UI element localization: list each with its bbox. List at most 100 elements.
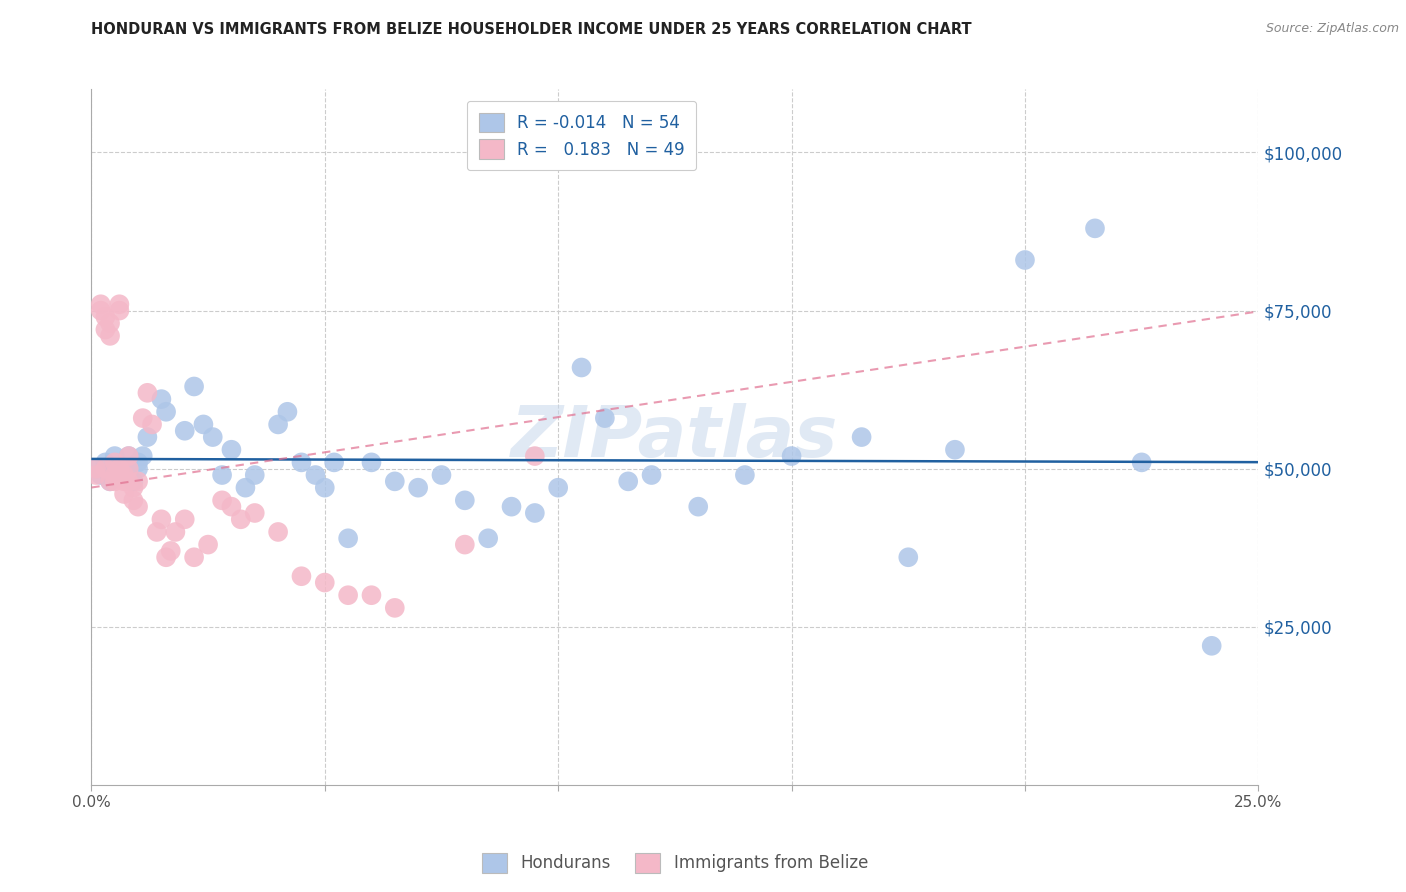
Point (112, 468, 135, 483)
Point (104, 468, 127, 483)
Point (780, 449, 803, 463)
Point (523, 449, 546, 463)
Point (108, 297, 131, 311)
Point (90, 297, 112, 311)
Point (108, 461, 131, 475)
Point (221, 500, 243, 514)
Point (94, 461, 117, 475)
Point (90, 468, 112, 483)
Point (108, 461, 131, 475)
Point (112, 468, 135, 483)
Point (323, 455, 346, 469)
Point (122, 481, 145, 495)
Point (1014, 252, 1036, 267)
Point (145, 524, 167, 539)
Point (211, 468, 233, 483)
Point (118, 449, 141, 463)
Point (193, 417, 215, 432)
Point (136, 385, 159, 400)
Point (118, 475, 141, 489)
Point (84, 461, 107, 475)
Point (1130, 455, 1153, 469)
Point (211, 493, 233, 508)
Point (290, 569, 312, 583)
Point (267, 417, 290, 432)
Point (136, 430, 159, 444)
Point (337, 531, 360, 545)
Point (104, 461, 127, 475)
Point (127, 475, 149, 489)
Point (276, 405, 298, 419)
Point (173, 512, 195, 526)
Point (104, 455, 127, 469)
Point (454, 538, 477, 552)
Point (173, 424, 195, 438)
Point (243, 506, 266, 520)
Point (640, 468, 662, 483)
Point (897, 550, 920, 565)
Point (84, 468, 107, 483)
Point (523, 506, 546, 520)
Point (165, 524, 187, 539)
Point (304, 468, 326, 483)
Point (98, 475, 121, 489)
Point (547, 481, 569, 495)
Point (406, 481, 429, 495)
Point (150, 512, 173, 526)
Point (593, 411, 616, 425)
Point (360, 588, 382, 602)
Point (314, 481, 336, 495)
Point (235, 481, 257, 495)
Point (360, 455, 382, 469)
Legend: Hondurans, Immigrants from Belize: Hondurans, Immigrants from Belize (475, 847, 875, 880)
Point (197, 538, 219, 552)
Point (127, 500, 149, 514)
Point (734, 468, 756, 483)
Point (314, 575, 336, 590)
Point (90, 303, 112, 318)
Point (98, 475, 121, 489)
Point (267, 524, 290, 539)
Legend: R = -0.014   N = 54, R =   0.183   N = 49: R = -0.014 N = 54, R = 0.183 N = 49 (467, 101, 696, 170)
Point (132, 449, 155, 463)
Point (617, 475, 640, 489)
Point (118, 449, 141, 463)
Point (384, 475, 406, 489)
Point (384, 600, 406, 615)
Point (159, 544, 181, 558)
Point (94, 310, 117, 324)
Point (150, 392, 173, 406)
Point (84, 461, 107, 475)
Point (155, 405, 177, 419)
Point (1084, 221, 1107, 235)
Point (122, 493, 145, 508)
Point (1201, 639, 1223, 653)
Point (221, 442, 243, 457)
Point (183, 550, 205, 565)
Point (104, 449, 127, 463)
Point (108, 303, 131, 318)
Point (337, 588, 360, 602)
Point (112, 487, 135, 501)
Point (112, 475, 135, 489)
Point (477, 531, 499, 545)
Point (454, 493, 477, 508)
Point (501, 500, 523, 514)
Text: Source: ZipAtlas.com: Source: ZipAtlas.com (1265, 22, 1399, 36)
Point (127, 461, 149, 475)
Point (229, 512, 252, 526)
Point (132, 411, 155, 425)
Point (201, 430, 224, 444)
Point (571, 360, 593, 375)
Point (127, 455, 149, 469)
Point (141, 417, 163, 432)
Point (290, 455, 312, 469)
Point (183, 379, 205, 393)
Point (430, 468, 453, 483)
Point (943, 442, 966, 457)
Point (98, 316, 121, 330)
Point (851, 430, 873, 444)
Point (98, 329, 121, 343)
Point (94, 455, 117, 469)
Point (243, 468, 266, 483)
